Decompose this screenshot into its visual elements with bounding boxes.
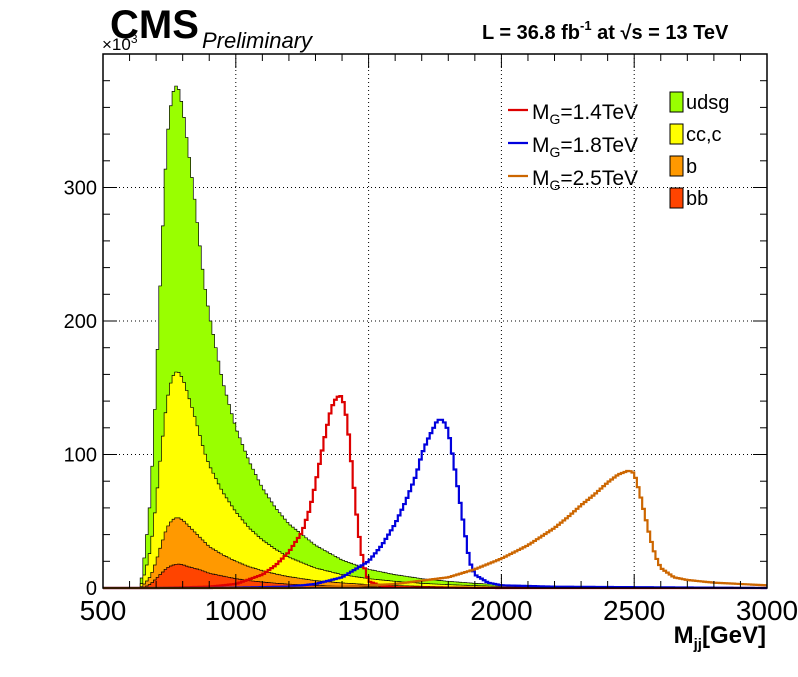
energy-text: s = 13 TeV <box>631 22 729 44</box>
x-tick-label: 1000 <box>205 595 267 626</box>
legend-label-signal: MG=2.5TeV <box>532 167 638 193</box>
x-axis-title-sub: jj <box>693 636 702 653</box>
legend-label-background: udsg <box>686 92 729 114</box>
x-tick-label: 1500 <box>337 595 399 626</box>
sqrt-symbol: √ <box>620 22 632 44</box>
legend-label-background: bb <box>686 188 708 210</box>
axis-layer: 500 1000 1500 2000 2500 3000 0 100 200 300 <box>64 53 798 626</box>
legend-swatch-background <box>669 91 684 113</box>
legend-label-background: b <box>686 156 697 178</box>
y-tick-label: 0 <box>86 578 97 600</box>
luminosity-label: L = 36.8 fb-1 at √s = 13 TeV <box>482 18 729 44</box>
legend-label-background: cc,c <box>686 124 722 146</box>
status-label: Preliminary <box>202 28 314 53</box>
legend-swatch-background <box>669 187 684 209</box>
x-tick-label: 2000 <box>470 595 532 626</box>
legend-swatch-background <box>669 123 684 145</box>
y-tick-label: 300 <box>64 178 97 200</box>
x-tick-label: 2500 <box>603 595 665 626</box>
lumi-prefix: L = 36.8 fb <box>482 22 580 44</box>
legend-label-signal: MG=1.4TeV <box>532 101 638 127</box>
x-tick-label: 3000 <box>736 595 798 626</box>
legend-label-signal: MG=1.8TeV <box>532 134 638 160</box>
y-multiplier-exp: 3 <box>131 32 138 46</box>
x-axis-title-rest: [GeV] <box>702 622 766 649</box>
legend-swatch-background <box>669 155 684 177</box>
x-tick-label: 500 <box>80 595 127 626</box>
x-axis-title-main: M <box>674 622 694 649</box>
x-axis-title: Mjj[GeV] <box>674 622 766 653</box>
y-tick-label: 100 <box>64 445 97 467</box>
experiment-label: CMS <box>110 3 199 47</box>
y-tick-label: 200 <box>64 311 97 333</box>
y-multiplier: ×103 <box>102 32 138 54</box>
grid-layer <box>103 54 767 588</box>
y-multiplier-base: ×10 <box>102 35 131 54</box>
lumi-exponent: -1 <box>580 18 592 33</box>
lumi-mid: at <box>592 22 621 44</box>
